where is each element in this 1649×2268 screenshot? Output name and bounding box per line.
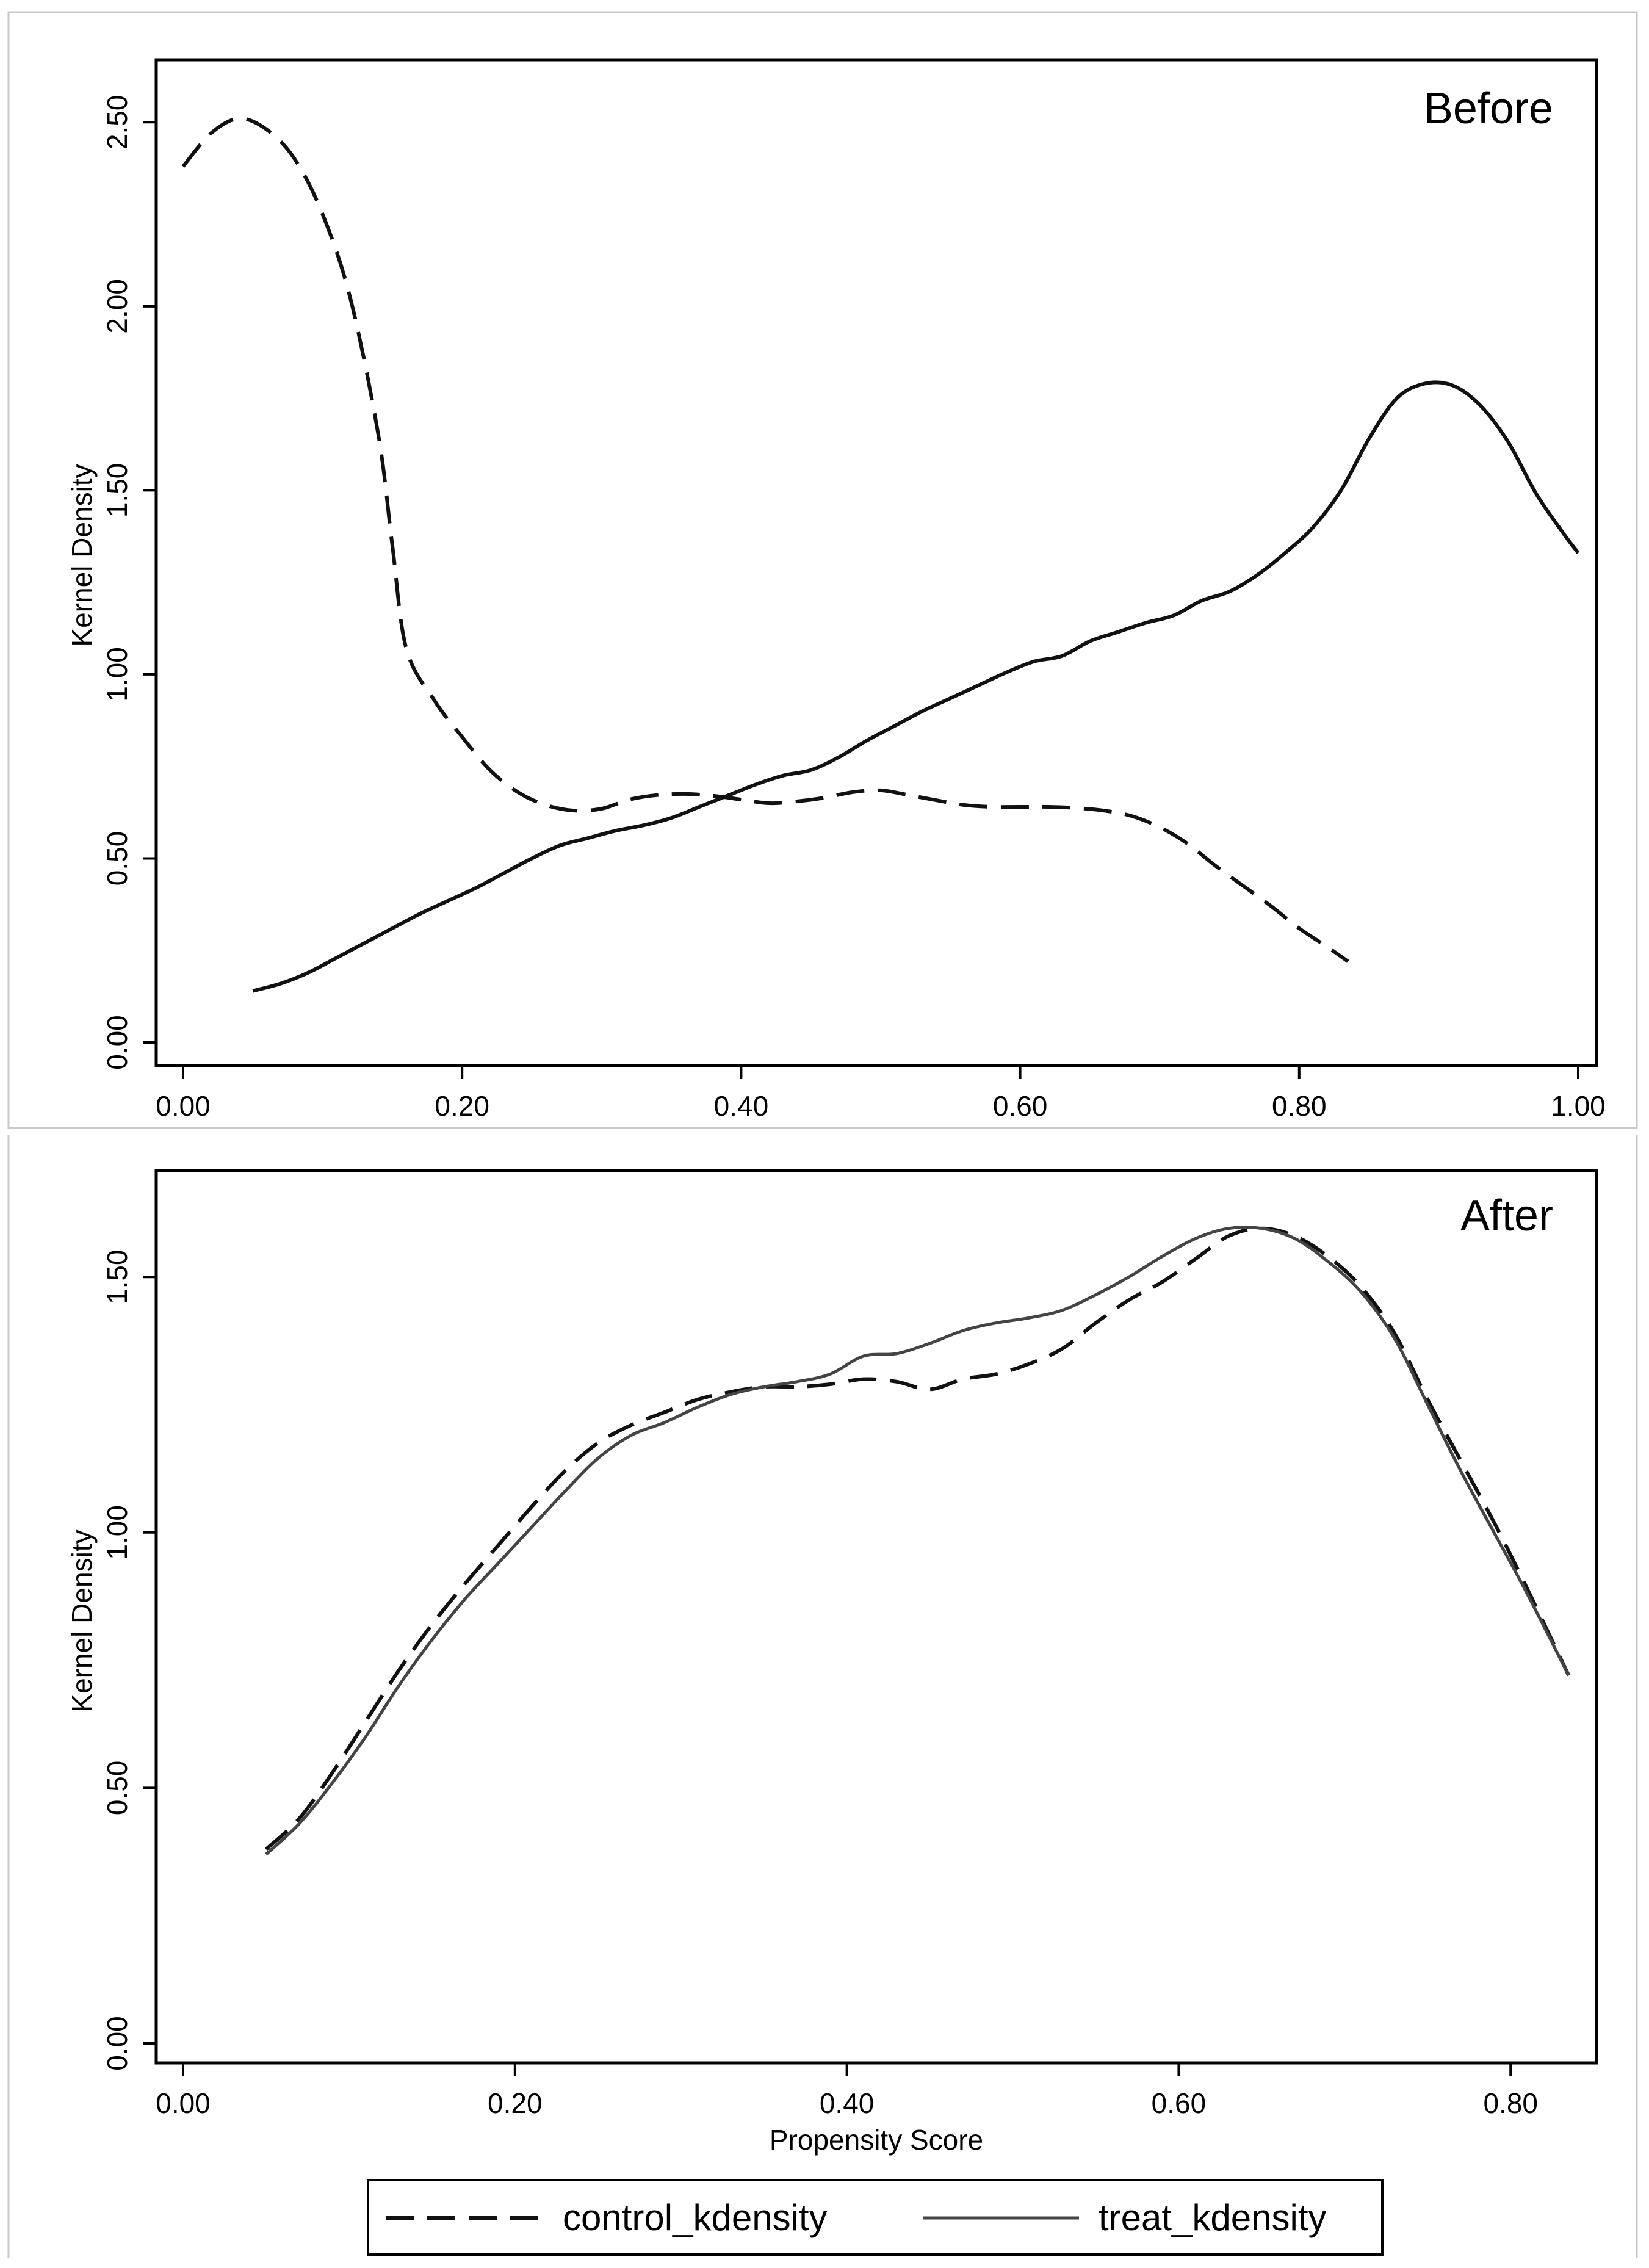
after-x-tick-label: 0.00 [156,2087,211,2119]
before-panel: 0.00 0.50 1.00 1.50 2.00 2.50 0.00 0.20 0.40 0.6… [66,58,1606,1122]
after-x-tick-label: 0.20 [488,2087,543,2119]
after-x-tick-label: 0.60 [1152,2087,1207,2119]
before-treat-line [252,380,1580,993]
after-x-axis: 0.00 0.20 0.40 0.60 0.80 [156,2063,1538,2119]
before-y-axis-label: Kernel Density [66,464,98,646]
after-x-tick-label: 0.80 [1483,2087,1538,2119]
before-y-tick-label: 0.00 [101,1015,133,1070]
before-control-line [181,117,1349,963]
before-y-tick-label: 1.50 [101,463,133,518]
legend-treat-label: treat_kdensity [1099,2197,1327,2238]
before-x-tick-label: 1.00 [1551,1090,1606,1122]
after-y-axis: 0.00 0.50 1.00 1.50 [101,1249,156,2071]
after-x-axis-label: Propensity Score [770,2124,983,2156]
before-y-axis: 0.00 0.50 1.00 1.50 2.00 2.50 [101,95,156,1070]
after-y-tick-label: 0.00 [101,2016,133,2071]
legend-control-label: control_kdensity [563,2197,828,2238]
after-x-tick-label: 0.40 [820,2087,875,2119]
before-x-tick-label: 0.60 [993,1090,1048,1122]
after-treat-line [265,1226,1570,1856]
legend: control_kdensity treat_kdensity [367,2179,1384,2256]
before-x-tick-label: 0.80 [1272,1090,1327,1122]
after-panel: 0.00 0.50 1.00 1.50 0.00 0.20 0.40 0.60 0.80 Af… [66,1169,1598,2156]
after-panel-title: After [1460,1191,1553,1240]
top-figure-border [7,11,1638,1129]
before-panel-title: Before [1424,84,1553,133]
before-y-tick-label: 1.00 [101,647,133,702]
after-y-tick-label: 1.50 [101,1249,133,1304]
before-y-tick-label: 2.50 [101,95,133,150]
after-plot-frame [154,1169,1598,2065]
after-y-axis-label: Kernel Density [66,1529,98,1712]
before-plot-frame [154,58,1598,1067]
before-x-tick-label: 0.40 [714,1090,769,1122]
before-x-tick-label: 0.00 [156,1090,211,1122]
after-control-line [264,1226,1571,1851]
before-y-tick-label: 0.50 [101,831,133,886]
after-y-tick-label: 0.50 [101,1761,133,1816]
after-y-tick-label: 1.00 [101,1505,133,1560]
before-x-tick-label: 0.20 [435,1090,489,1122]
before-y-tick-label: 2.00 [101,279,133,334]
before-x-axis: 0.00 0.20 0.40 0.60 0.80 1.00 [156,1066,1606,1122]
